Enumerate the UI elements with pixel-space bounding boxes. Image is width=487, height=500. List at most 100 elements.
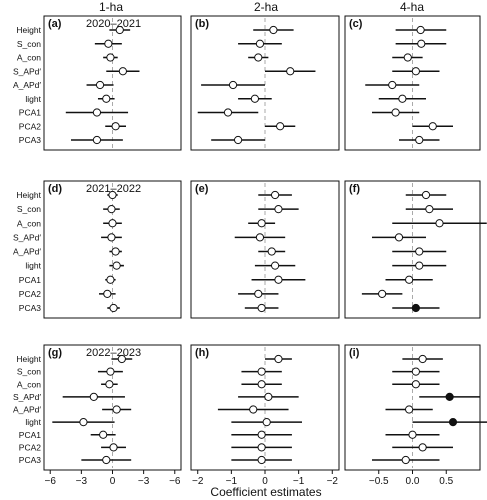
row-year-label: 2022–2023: [86, 347, 141, 359]
point-estimate: [111, 247, 120, 256]
variable-label: S_APd′: [13, 392, 41, 402]
point-estimate: [104, 39, 113, 48]
column-header-1ha: 1-ha: [99, 0, 123, 14]
point-estimate: [435, 219, 444, 228]
x-tick-label: −2: [192, 476, 204, 487]
point-estimate: [401, 455, 410, 465]
point-estimate: [257, 219, 266, 228]
point-estimate: [105, 380, 114, 389]
point-estimate: [118, 67, 127, 76]
point-estimate: [286, 67, 295, 76]
point-estimate: [270, 261, 280, 270]
point-estimate: [418, 354, 427, 364]
point-estimate: [95, 80, 105, 90]
variable-label: A_APd′: [13, 405, 41, 415]
panel-frame: [190, 15, 340, 151]
panel-frame: [43, 15, 182, 151]
point-estimate: [408, 430, 417, 439]
panel-letter: (b): [195, 18, 209, 30]
x-axis-title: Coefficient estimates: [210, 485, 321, 499]
point-estimate: [233, 135, 243, 145]
variable-label: A_con: [17, 53, 41, 63]
point-estimate: [388, 80, 397, 90]
panel-frame: [344, 15, 481, 151]
point-estimate: [394, 233, 404, 242]
point-estimate: [417, 39, 426, 48]
point-estimate: [411, 67, 420, 76]
panel-letter: (i): [349, 347, 360, 359]
variable-label: light: [25, 417, 41, 427]
point-estimate: [270, 190, 280, 200]
point-estimate: [411, 303, 420, 313]
point-estimate: [92, 135, 102, 145]
point-estimate: [276, 122, 285, 131]
point-estimate: [79, 418, 88, 427]
variable-label: A_APd′: [13, 247, 41, 257]
point-estimate: [421, 190, 431, 200]
variable-label: A_APd′: [13, 80, 41, 90]
point-estimate: [262, 418, 271, 427]
x-tick-label: 0: [110, 476, 116, 487]
point-estimate: [254, 53, 263, 62]
point-estimate: [112, 261, 121, 270]
point-estimate: [411, 380, 420, 389]
point-estimate: [99, 430, 108, 439]
panel-frame: [43, 180, 182, 319]
panel-grid: (a) 2020–2021 Height S_con A_con S_APd′ A_APd′…: [13, 15, 487, 487]
point-estimate: [257, 380, 266, 389]
point-estimate: [112, 405, 121, 414]
point-estimate: [117, 354, 126, 364]
point-estimate: [109, 443, 118, 452]
x-tick-label: −2: [327, 476, 339, 487]
point-estimate: [111, 122, 120, 131]
point-estimate: [254, 289, 263, 298]
point-estimate: [415, 135, 424, 145]
point-estimate: [107, 233, 116, 242]
point-estimate: [257, 443, 266, 452]
row-year-label: 2020–2021: [86, 18, 141, 30]
point-estimate: [106, 367, 115, 376]
point-estimate: [250, 94, 260, 103]
variable-label: Height: [16, 354, 41, 364]
variable-label: light: [25, 261, 41, 271]
panel-letter: (g): [48, 347, 62, 359]
point-estimate: [269, 25, 278, 35]
x-tick-label: 0.0: [406, 476, 420, 487]
point-estimate: [228, 80, 238, 90]
x-tick-label: −6: [45, 476, 57, 487]
panel-h: (h) −2 −1 0 −1 −2: [190, 344, 340, 487]
x-tick-label: −3: [76, 476, 88, 487]
point-estimate: [103, 289, 112, 298]
point-estimate: [405, 405, 414, 414]
variable-label: Height: [16, 190, 41, 200]
x-tick-label: −1: [226, 476, 238, 487]
point-estimate: [267, 247, 276, 256]
point-estimate: [378, 289, 387, 298]
point-estimate: [448, 418, 458, 427]
variable-label: A_con: [17, 218, 41, 228]
variable-label: PCA2: [19, 121, 41, 131]
variable-label: PCA3: [19, 455, 41, 465]
column-header-4ha: 4-ha: [400, 0, 424, 14]
panel-letter: (c): [349, 18, 363, 30]
variable-label: A_con: [17, 379, 41, 389]
point-estimate: [274, 275, 283, 284]
point-estimate: [106, 275, 115, 284]
point-estimate: [92, 108, 102, 117]
variable-label: PCA3: [19, 135, 41, 145]
panel-d: (d) 2021–2022 Height S_con A_con S_APd′ A_APd′…: [13, 180, 182, 319]
point-estimate: [416, 25, 425, 35]
point-estimate: [264, 392, 273, 401]
variable-label: S_con: [17, 367, 41, 377]
point-estimate: [255, 39, 265, 48]
point-estimate: [108, 190, 117, 200]
point-estimate: [415, 261, 424, 270]
x-tick-label: −6: [169, 476, 181, 487]
panel-c: (c): [344, 15, 481, 151]
point-estimate: [89, 392, 98, 401]
point-estimate: [415, 247, 424, 256]
column-header-2ha: 2-ha: [254, 0, 278, 14]
point-estimate: [109, 303, 118, 313]
point-estimate: [428, 122, 437, 131]
variable-label: PCA1: [19, 275, 41, 285]
